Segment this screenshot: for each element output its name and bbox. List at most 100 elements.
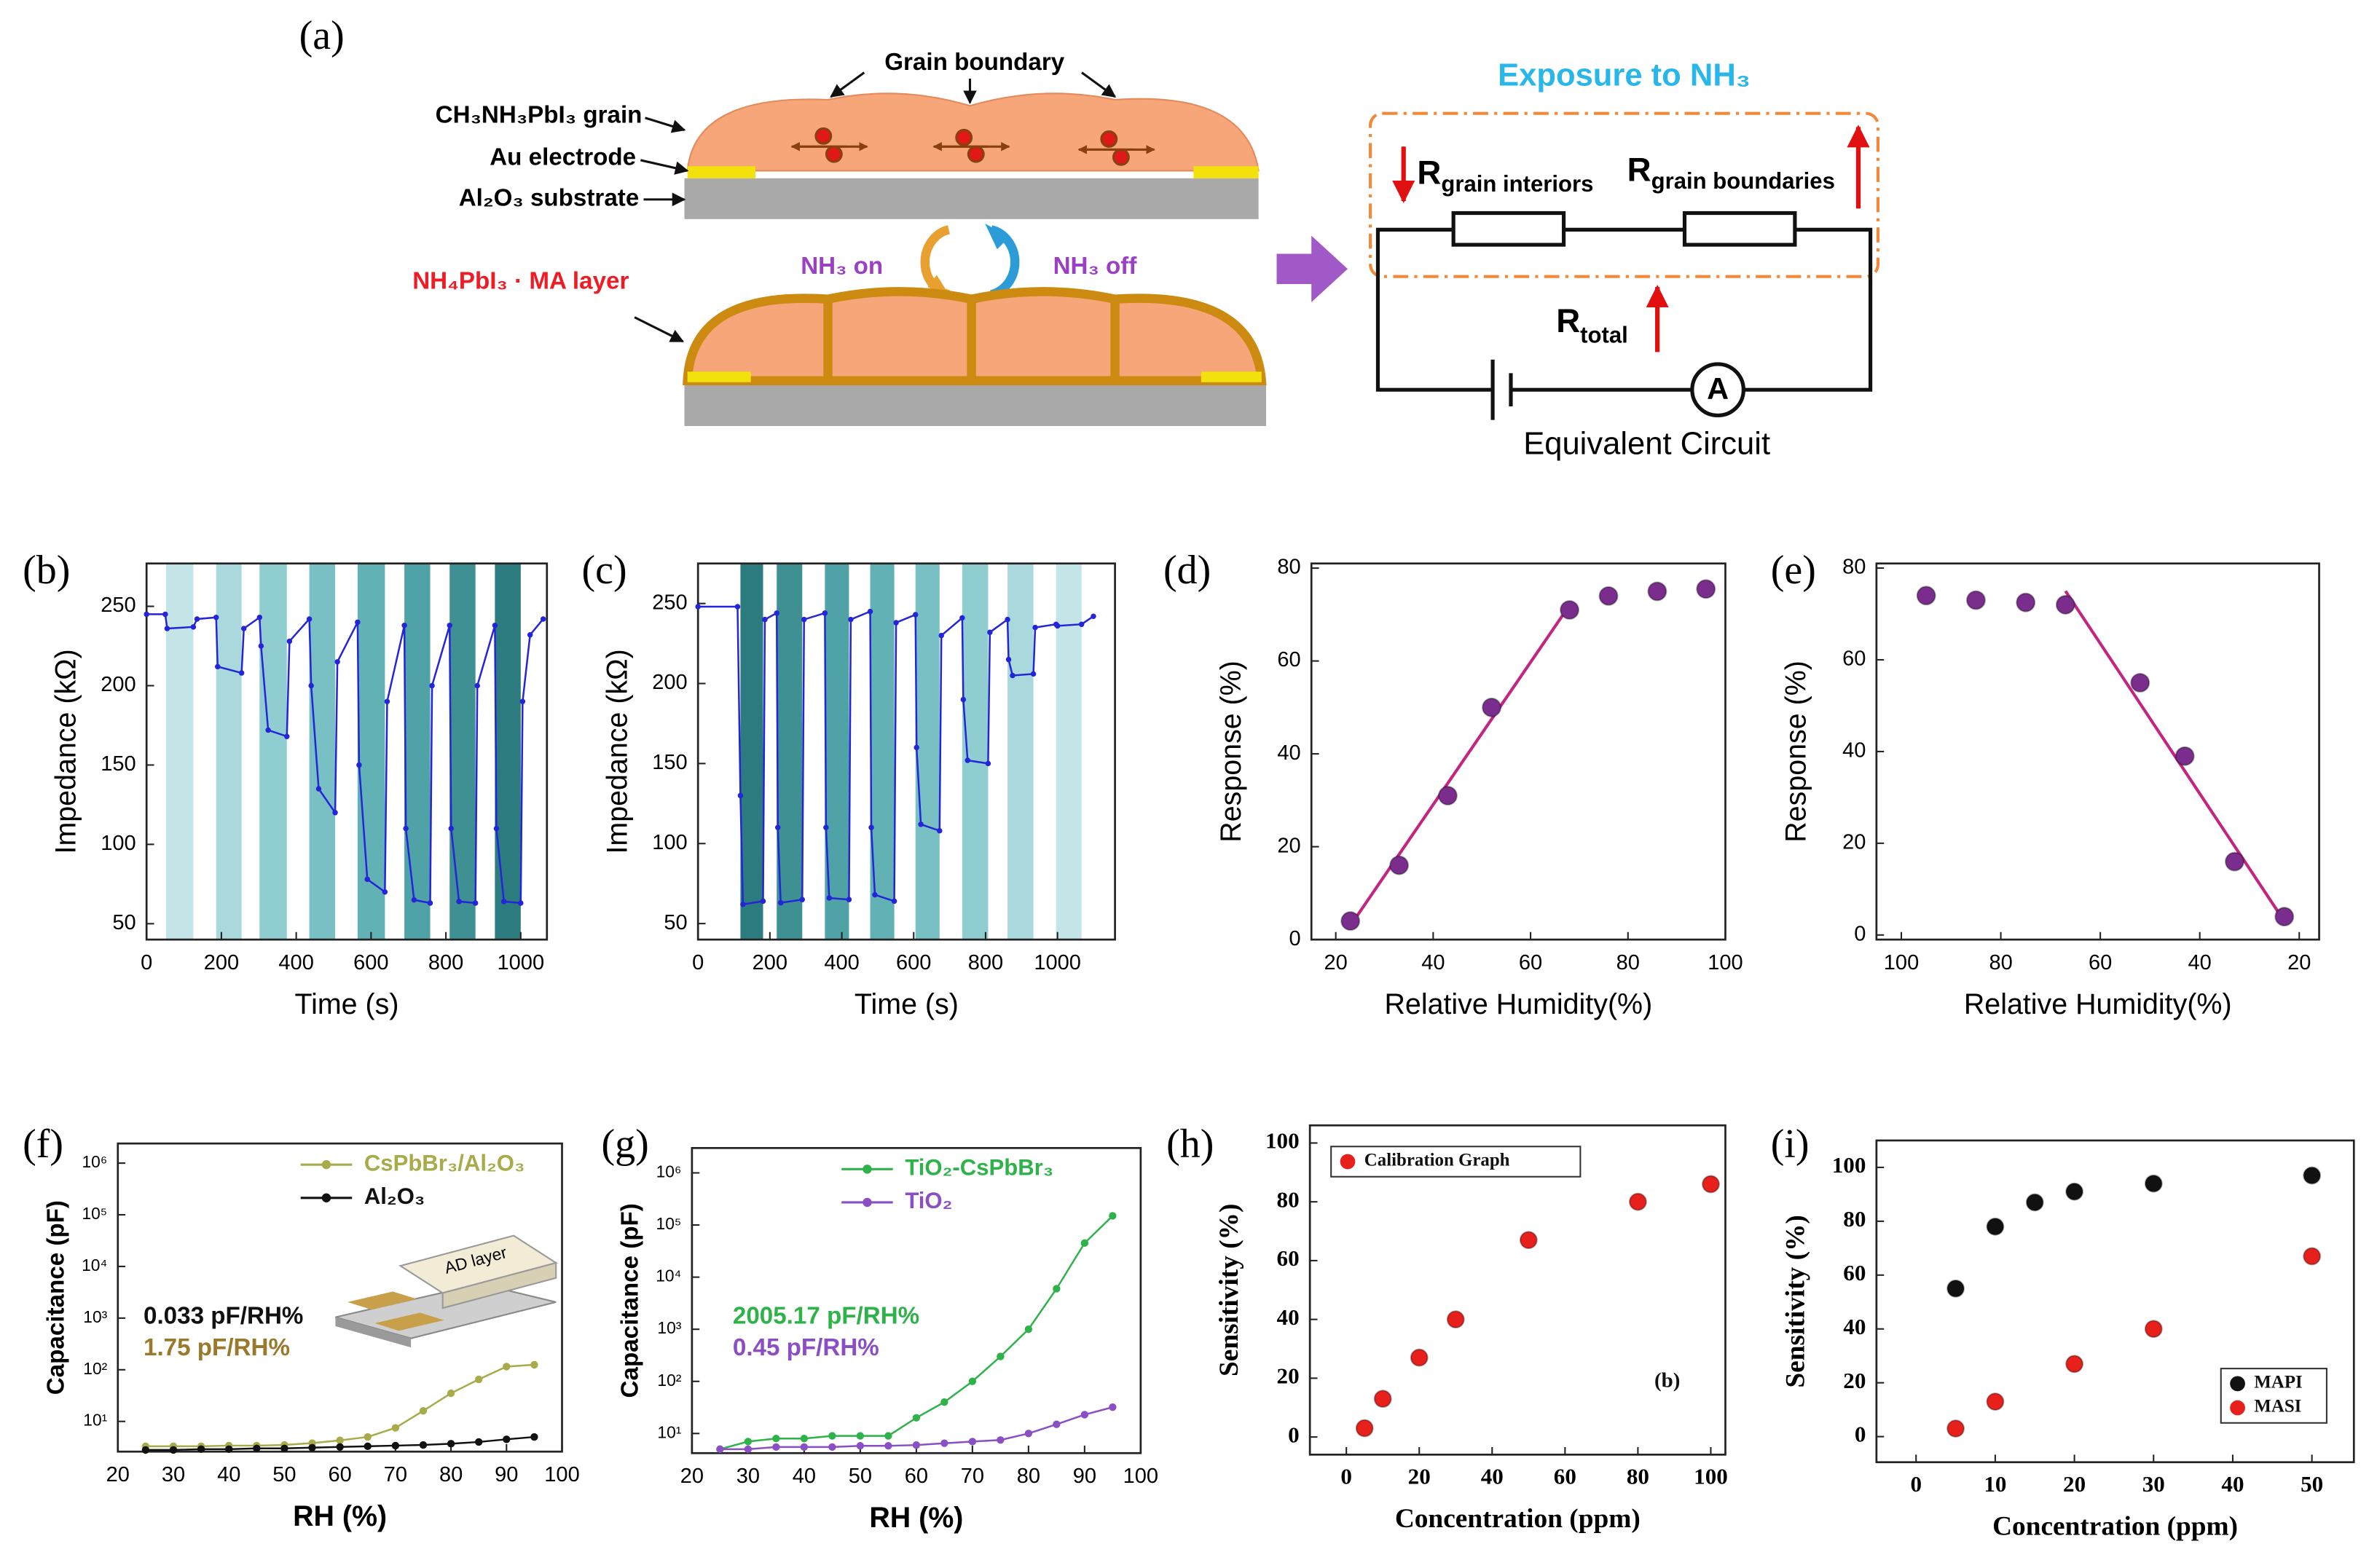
scatter-point (2065, 1355, 2084, 1374)
data-point (891, 898, 897, 905)
x-axis-label: Concentration (ppm) (1992, 1512, 2238, 1542)
y-tick-label: 20 (1277, 834, 1300, 857)
data-point (800, 1443, 809, 1451)
data-point (1053, 1420, 1061, 1428)
grain-boundary-label: Grain boundary (884, 49, 1065, 76)
panel-label: (a) (299, 13, 345, 58)
series-line (698, 605, 1094, 906)
data-point (912, 1414, 921, 1422)
substrate (684, 178, 1259, 219)
circuit-label: Equivalent Circuit (1523, 426, 1770, 461)
y-tick-label: 10⁴ (82, 1256, 107, 1275)
data-point (503, 1435, 511, 1443)
y-tick-label: 60 (1842, 647, 1866, 671)
x-tick-label: 200 (204, 951, 239, 974)
plot-frame (1308, 1124, 1726, 1456)
data-point (937, 827, 943, 834)
data-point (500, 899, 507, 905)
y-tick-label: 0 (1855, 1422, 1866, 1447)
panel-label: (d) (1163, 548, 1211, 593)
exposure-band (449, 563, 476, 940)
data-point (427, 900, 433, 906)
scatter-point (1647, 581, 1667, 602)
data-point (315, 786, 322, 792)
scatter-point (2016, 592, 2036, 612)
data-point (760, 898, 766, 905)
y-axis-label: Capacitance (pF) (617, 1203, 644, 1398)
scatter-point (2303, 1247, 2322, 1266)
data-point (190, 624, 197, 630)
x-tick-label: 10 (1984, 1471, 2006, 1497)
x-tick-label: 80 (1616, 951, 1640, 974)
data-point (734, 604, 741, 610)
data-point (336, 1436, 344, 1444)
r-boundaries: Rgrain boundaries (1627, 151, 1835, 194)
x-axis-label: Time (s) (295, 988, 399, 1020)
data-point (1080, 1411, 1089, 1419)
scatter-point (1410, 1348, 1429, 1367)
x-tick-label: 200 (753, 951, 787, 974)
annotation: 1.75 pF/RH% (144, 1334, 290, 1361)
data-point (772, 1443, 780, 1451)
data-point (518, 900, 524, 906)
y-tick-label: 10⁴ (656, 1266, 681, 1285)
data-point (144, 611, 149, 618)
data-point (737, 792, 744, 799)
data-point (334, 659, 340, 665)
data-point (215, 663, 221, 670)
legend-marker (863, 1165, 872, 1174)
data-point (240, 626, 247, 631)
data-point (801, 616, 807, 623)
x-tick-label: 30 (162, 1463, 185, 1486)
data-point (475, 1375, 483, 1384)
r-total: Rtotal (1556, 302, 1628, 348)
exposure-title: Exposure to NH₃ (1498, 58, 1751, 92)
plot-frame (1875, 1139, 2355, 1464)
y-tick-label: 50 (664, 911, 687, 934)
y-tick-label: 200 (652, 671, 687, 694)
electrode (687, 371, 751, 382)
x-tick-label: 40 (1421, 951, 1445, 974)
data-point (823, 824, 829, 831)
y-tick-label: 200 (101, 673, 135, 696)
x-tick-label: 20 (1324, 951, 1348, 974)
legend-label: Al₂O₃ (364, 1183, 425, 1209)
y-tick-label: 100 (101, 832, 135, 855)
annotation: 0.45 pF/RH% (733, 1334, 879, 1361)
scatter-point (1560, 599, 1580, 620)
data-point (914, 744, 919, 751)
y-tick-label: 0 (1289, 927, 1301, 950)
y-axis-label: Response (%) (1780, 661, 1812, 843)
panel-label: (c) (581, 548, 626, 593)
data-point (527, 632, 533, 638)
data-point (474, 682, 480, 689)
legend-label: TiO₂ (905, 1188, 952, 1213)
x-axis-label: RH (%) (869, 1502, 963, 1534)
x-tick-label: 600 (896, 951, 931, 974)
x-tick-label: 50 (2301, 1471, 2323, 1497)
x-tick-label: 30 (2142, 1471, 2165, 1497)
scatter-point (2144, 1174, 2163, 1193)
legend-label: TiO₂-CsPbBr₃ (905, 1155, 1053, 1181)
data-point (197, 1445, 205, 1454)
x-axis-label: Relative Humidity(%) (1384, 988, 1652, 1020)
circuit (1375, 210, 1873, 420)
scatter-point (1482, 697, 1502, 717)
data-point (826, 895, 833, 901)
electrode-label: Au electrode (490, 144, 636, 171)
r-subscript: grain interiors (1441, 171, 1593, 197)
electrode (1193, 166, 1259, 178)
data-point (822, 610, 828, 616)
electrode (1201, 371, 1262, 382)
data-point (540, 616, 546, 622)
data-point (856, 1442, 865, 1450)
exposure-band (165, 563, 194, 940)
data-point (800, 1435, 809, 1443)
data-point (401, 622, 407, 629)
data-point (716, 1445, 724, 1454)
scatter-point (1519, 1231, 1538, 1250)
scatter-point (2174, 746, 2195, 766)
data-point (530, 1433, 538, 1441)
data-point (456, 899, 462, 905)
x-tick-label: 0 (141, 951, 152, 974)
